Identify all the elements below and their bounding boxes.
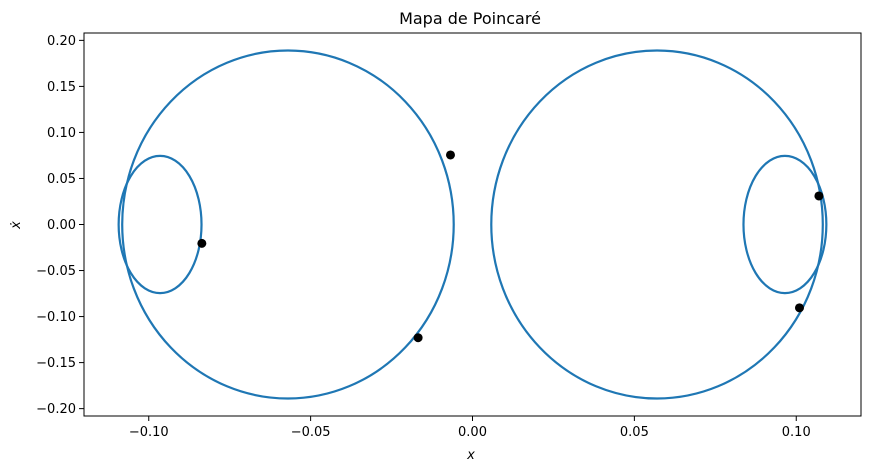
y-tick-label: −0.20 <box>36 402 76 417</box>
y-axis-ticks: −0.20 −0.15 −0.10 −0.05 0.00 0.05 0.10 0.15 0.20 <box>36 34 84 417</box>
x-tick-label: 0.10 <box>782 425 811 440</box>
poincare-points <box>197 150 824 343</box>
trajectory-curves <box>117 49 828 400</box>
y-tick-label: −0.15 <box>36 356 76 371</box>
poincare-point-2 <box>445 150 455 160</box>
y-tick-label: 0.20 <box>47 34 76 49</box>
x-tick-label: 0.00 <box>458 425 487 440</box>
y-tick-label: 0.10 <box>47 126 76 141</box>
poincare-point-1 <box>197 238 207 248</box>
x-tick-label: −0.05 <box>291 425 331 440</box>
y-tick-label: 0.15 <box>47 80 76 95</box>
y-tick-label: −0.10 <box>36 310 76 325</box>
x-tick-label: 0.05 <box>620 425 649 440</box>
trajectory-curve-2 <box>490 49 824 400</box>
y-tick-label: −0.05 <box>36 264 76 279</box>
x-axis-ticks: −0.10 −0.05 0.00 0.05 0.10 <box>129 416 811 440</box>
poincare-point-3 <box>413 333 423 343</box>
chart-title: Mapa de Poincaré <box>399 9 541 28</box>
y-axis-label: ẋ <box>9 221 24 230</box>
y-tick-label: 0.00 <box>47 218 76 233</box>
poincare-point-5 <box>794 303 804 313</box>
x-tick-label: −0.10 <box>129 425 169 440</box>
trajectory-curve-1 <box>121 49 455 400</box>
y-tick-label: 0.05 <box>47 172 76 187</box>
x-axis-label: x <box>466 448 475 463</box>
trajectory-curve-4 <box>742 154 828 295</box>
poincare-point-4 <box>814 191 824 201</box>
trajectory-curve-3 <box>117 154 203 295</box>
